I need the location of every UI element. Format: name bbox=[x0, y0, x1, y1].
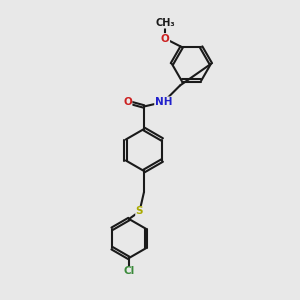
Text: NH: NH bbox=[155, 97, 172, 107]
Text: S: S bbox=[136, 206, 143, 217]
Text: O: O bbox=[161, 34, 170, 44]
Text: CH₃: CH₃ bbox=[155, 18, 175, 28]
Text: Cl: Cl bbox=[123, 266, 135, 277]
Text: O: O bbox=[123, 97, 132, 107]
